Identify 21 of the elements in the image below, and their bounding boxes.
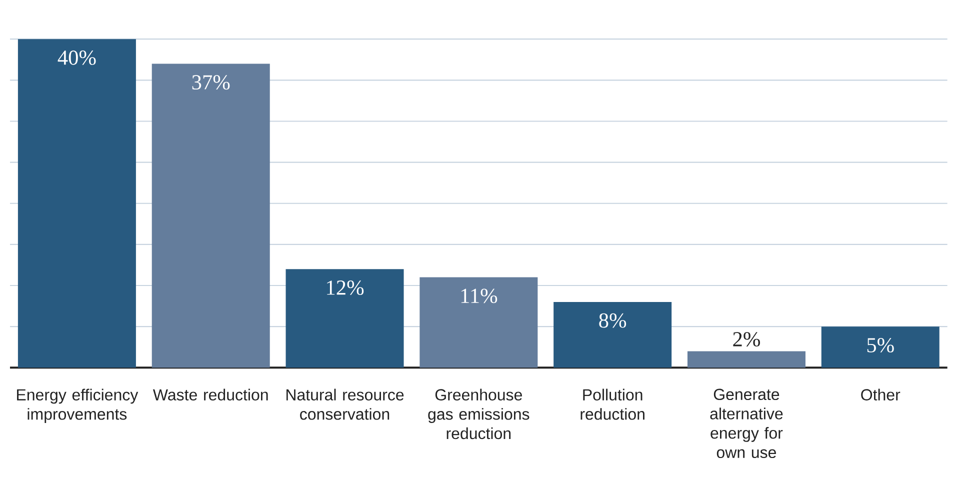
bar: [152, 64, 270, 368]
bar: [821, 326, 940, 368]
x-tick-label: Natural resource conservation: [286, 388, 404, 420]
x-tick-label: Generate alternative energy for own use: [710, 388, 783, 458]
bar: [687, 351, 806, 368]
bar: [286, 269, 404, 368]
data-label: 40%: [58, 50, 96, 65]
data-label: 8%: [599, 313, 626, 328]
x-tick-label: Pollution reduction: [580, 388, 644, 420]
x-tick-label: Other: [861, 388, 900, 400]
data-label: 37%: [192, 75, 230, 90]
bar: [420, 277, 538, 368]
data-label: 12%: [327, 280, 364, 295]
x-tick-label: Waste reduction: [152, 388, 268, 400]
data-label: 2%: [733, 332, 760, 347]
bar: [18, 39, 136, 368]
data-label: 5%: [867, 338, 894, 352]
x-tick-label: Greenhouse gas emissions reduction: [428, 388, 530, 440]
bar: [554, 302, 672, 368]
data-label: 11%: [461, 288, 498, 304]
x-tick-label: Energy efficiency improvements: [17, 388, 138, 423]
